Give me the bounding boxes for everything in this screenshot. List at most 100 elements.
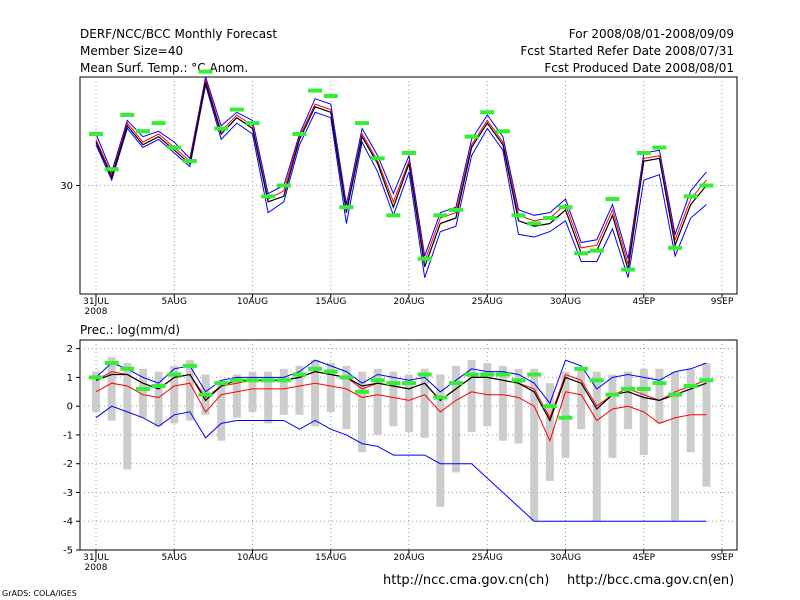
observed-marker — [621, 386, 636, 391]
x-sublabel: 2008 — [85, 563, 108, 573]
forecast-started-date: Fcst Started Refer Date 2008/07/31 — [520, 44, 734, 58]
spread-bar — [107, 357, 116, 421]
y-tick-label: -4 — [63, 517, 73, 528]
spread-bar — [545, 383, 554, 481]
spread-bar — [123, 363, 132, 470]
observed-marker — [621, 267, 636, 272]
series-line-upper — [95, 359, 707, 405]
x-tick-label: 5AUG — [162, 553, 187, 563]
series-line-upper — [95, 76, 707, 259]
spread-bar — [373, 368, 382, 435]
observed-marker — [589, 248, 604, 253]
observed-marker — [214, 381, 229, 386]
forecast-produced-date: Fcst Produced Date 2008/08/01 — [544, 61, 734, 75]
observed-marker — [308, 88, 323, 93]
x-tick-label: 9SEP — [711, 297, 734, 307]
observed-marker — [605, 197, 620, 202]
observed-marker — [261, 194, 276, 199]
observed-marker — [652, 381, 667, 386]
observed-marker — [167, 372, 182, 377]
spread-bar — [389, 371, 398, 427]
y-tick-label: -5 — [63, 546, 73, 557]
observed-marker — [605, 392, 620, 397]
observed-marker — [574, 251, 589, 256]
observed-marker — [386, 381, 401, 386]
x-tick-label: 10AUG — [237, 553, 268, 563]
series-line-lower-inner — [95, 382, 707, 443]
x-tick-label: 4SEP — [632, 297, 655, 307]
observed-marker — [511, 213, 526, 218]
x-tick-label: 15AUG — [315, 297, 346, 307]
spread-bar — [295, 365, 304, 415]
forecast-period: For 2008/08/01-2008/09/09 — [568, 27, 734, 41]
x-tick-label: 20AUG — [393, 297, 424, 307]
panel-precipitation: 31JUL 5AUG 10AUG 15AUG 20AUG 25AUG 30AUG 4SEP 9S… — [63, 339, 738, 573]
series-line-mean — [95, 370, 707, 422]
bcc-url[interactable]: http://bcc.cma.gov.cn(en) — [567, 573, 735, 588]
spread-bar — [154, 371, 163, 427]
observed-marker — [120, 366, 135, 371]
observed-marker — [448, 381, 463, 386]
spread-bar — [217, 380, 226, 441]
spread-bar — [655, 368, 664, 424]
observed-marker — [339, 205, 354, 210]
y-tick-label: 2 — [67, 344, 73, 355]
observed-marker — [699, 183, 714, 188]
series-line-lower — [95, 405, 707, 522]
observed-marker — [683, 194, 698, 199]
spread-bar — [671, 371, 680, 522]
spread-bar — [451, 365, 460, 473]
observed-marker — [182, 363, 197, 368]
observed-marker — [668, 245, 683, 250]
observed-marker — [699, 378, 714, 383]
observed-marker — [370, 156, 385, 161]
observed-marker — [480, 372, 495, 377]
observed-marker — [527, 372, 542, 377]
grads-credit: GrADS: COLA/IGES — [2, 589, 77, 598]
observed-marker — [245, 121, 260, 126]
observed-marker — [402, 381, 416, 386]
y-tick-label: -2 — [63, 459, 73, 470]
observed-marker — [104, 167, 119, 172]
spread-bar — [138, 368, 147, 418]
observed-marker — [527, 221, 542, 226]
spread-bar — [279, 368, 288, 415]
observed-marker — [229, 378, 244, 383]
spread-bar — [311, 360, 320, 427]
observed-marker — [214, 126, 229, 131]
observed-marker — [386, 213, 401, 218]
spread-bar — [248, 371, 257, 412]
ncc-url[interactable]: http://ncc.cma.gov.cn(ch) — [383, 573, 550, 588]
observed-marker — [433, 213, 448, 218]
observed-marker — [542, 404, 557, 409]
x-tick-label: 25AUG — [472, 297, 503, 307]
x-tick-label: 9SEP — [711, 553, 734, 563]
observed-marker — [464, 134, 479, 139]
observed-marker — [511, 378, 526, 383]
x-tick-label: 31JUL — [83, 297, 109, 307]
observed-marker — [495, 372, 510, 377]
observed-marker — [480, 110, 495, 115]
spread-bar — [185, 360, 194, 421]
observed-marker — [355, 389, 370, 394]
observed-marker — [135, 129, 150, 134]
observed-marker — [229, 107, 244, 112]
spread-bar — [467, 360, 476, 433]
x-tick-label: 4SEP — [632, 553, 655, 563]
observed-marker — [668, 392, 683, 397]
observed-marker — [558, 205, 573, 210]
spread-bar — [608, 374, 617, 458]
observed-marker — [292, 372, 307, 377]
spread-bar — [232, 374, 241, 418]
observed-marker — [167, 145, 182, 150]
member-size-label: Member Size=40 — [80, 44, 184, 58]
observed-marker — [417, 256, 432, 261]
spread-bar — [624, 371, 633, 430]
observed-marker — [574, 366, 589, 371]
observed-marker — [542, 216, 557, 221]
x-tick-label: 10AUG — [237, 297, 268, 307]
spread-bar — [592, 371, 601, 522]
spread-bar — [326, 363, 335, 412]
observed-marker — [261, 378, 276, 383]
